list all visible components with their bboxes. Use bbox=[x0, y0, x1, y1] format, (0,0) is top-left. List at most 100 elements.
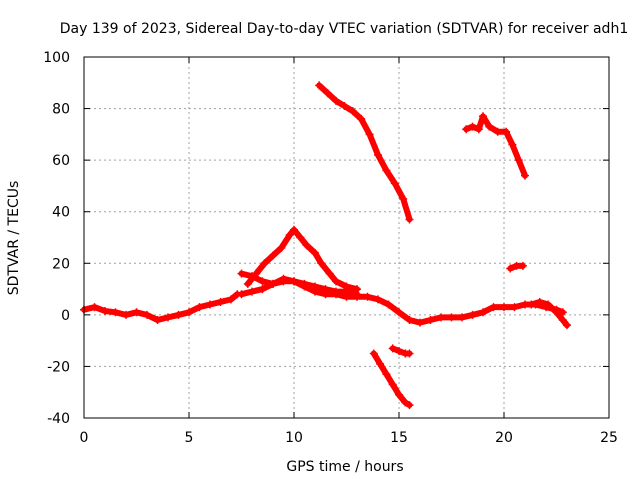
data-point bbox=[479, 112, 487, 121]
data-point bbox=[405, 316, 414, 325]
data-point bbox=[317, 259, 326, 268]
data-point bbox=[164, 313, 172, 322]
y-tick-label: -20 bbox=[47, 359, 70, 375]
data-point bbox=[374, 295, 382, 304]
series-track-late-drop bbox=[527, 297, 571, 330]
y-tick-label: 100 bbox=[43, 50, 70, 66]
data-point bbox=[376, 359, 385, 368]
data-point bbox=[285, 230, 294, 239]
y-tick-label: 0 bbox=[61, 308, 70, 324]
series-mid-day-secondary bbox=[237, 269, 361, 299]
data-point bbox=[374, 150, 382, 159]
data-point bbox=[332, 277, 340, 286]
series-track-negative-b bbox=[388, 344, 414, 358]
x-tick-label: 5 bbox=[185, 430, 194, 446]
data-point bbox=[342, 287, 351, 296]
series-track bbox=[316, 82, 413, 223]
data-point bbox=[521, 171, 529, 180]
data-point bbox=[248, 287, 256, 296]
data-point bbox=[132, 308, 141, 317]
data-point bbox=[302, 241, 311, 250]
data-point bbox=[357, 114, 366, 123]
data-point bbox=[405, 401, 414, 410]
x-tick-label: 15 bbox=[390, 430, 408, 446]
data-point bbox=[558, 316, 567, 325]
data-point bbox=[143, 310, 151, 319]
data-point bbox=[296, 233, 305, 242]
data-point bbox=[388, 380, 397, 389]
data-point bbox=[311, 282, 319, 291]
data-point bbox=[363, 292, 372, 301]
data-point bbox=[388, 344, 397, 353]
data-point bbox=[290, 225, 298, 234]
data-point bbox=[311, 248, 319, 257]
series-track-evening-high bbox=[462, 112, 529, 180]
data-point bbox=[332, 287, 340, 296]
data-point bbox=[111, 308, 120, 317]
data-point bbox=[369, 349, 378, 358]
data-point bbox=[315, 81, 324, 90]
data-point bbox=[325, 269, 334, 278]
data-point bbox=[416, 318, 424, 327]
data-point bbox=[277, 243, 286, 252]
data-point bbox=[323, 89, 332, 98]
data-point bbox=[216, 297, 225, 306]
x-tick-label: 25 bbox=[600, 430, 618, 446]
data-point bbox=[122, 310, 130, 319]
data-point bbox=[340, 101, 349, 110]
series-track bbox=[370, 350, 413, 409]
series-track-negative-a bbox=[369, 349, 414, 410]
y-axis-title: SDTVAR / TECUs bbox=[6, 181, 22, 296]
data-point bbox=[237, 269, 246, 278]
data-point bbox=[206, 300, 214, 309]
data-point bbox=[382, 166, 391, 175]
data-point bbox=[489, 303, 498, 312]
data-point bbox=[290, 277, 298, 286]
data-point bbox=[269, 251, 277, 260]
data-point bbox=[405, 349, 414, 358]
data-point bbox=[269, 279, 277, 288]
data-point bbox=[500, 303, 508, 312]
data-point bbox=[321, 285, 330, 294]
data-point bbox=[395, 308, 403, 317]
data-point bbox=[90, 303, 99, 312]
data-point bbox=[195, 303, 204, 312]
data-point bbox=[518, 261, 527, 270]
data-point bbox=[426, 316, 435, 325]
data-point bbox=[563, 321, 571, 330]
data-point bbox=[474, 125, 483, 134]
data-point bbox=[508, 140, 517, 149]
data-point bbox=[353, 290, 361, 299]
tick-layer: 0 5 10 15 20 25 -40 -20 0 20 40 60 80 100 bbox=[43, 50, 618, 446]
series-track bbox=[81, 291, 241, 323]
plot-frame bbox=[83, 56, 610, 419]
data-point bbox=[300, 279, 309, 288]
data-point bbox=[153, 316, 162, 325]
data-point bbox=[468, 310, 477, 319]
series-track bbox=[238, 275, 566, 326]
data-point bbox=[384, 300, 393, 309]
data-point bbox=[279, 277, 288, 286]
data-point bbox=[493, 127, 502, 136]
x-tick-label: 10 bbox=[285, 430, 303, 446]
y-tick-label: 40 bbox=[52, 205, 70, 221]
data-point bbox=[552, 308, 561, 317]
data-point bbox=[258, 285, 267, 294]
data-point bbox=[185, 308, 193, 317]
x-axis-title: GPS time / hours bbox=[286, 459, 403, 475]
data-point bbox=[544, 300, 553, 309]
x-tick-label: 20 bbox=[495, 430, 513, 446]
grid-layer bbox=[84, 57, 609, 418]
data-point bbox=[258, 277, 267, 286]
data-point bbox=[437, 313, 445, 322]
data-point bbox=[405, 215, 414, 224]
data-point bbox=[227, 295, 235, 304]
data-point bbox=[399, 194, 408, 203]
data-point bbox=[243, 279, 252, 288]
y-tick-label: -40 bbox=[47, 411, 70, 427]
data-point bbox=[458, 313, 466, 322]
data-layer bbox=[80, 81, 571, 410]
data-point bbox=[395, 346, 403, 355]
data-point bbox=[237, 290, 246, 299]
